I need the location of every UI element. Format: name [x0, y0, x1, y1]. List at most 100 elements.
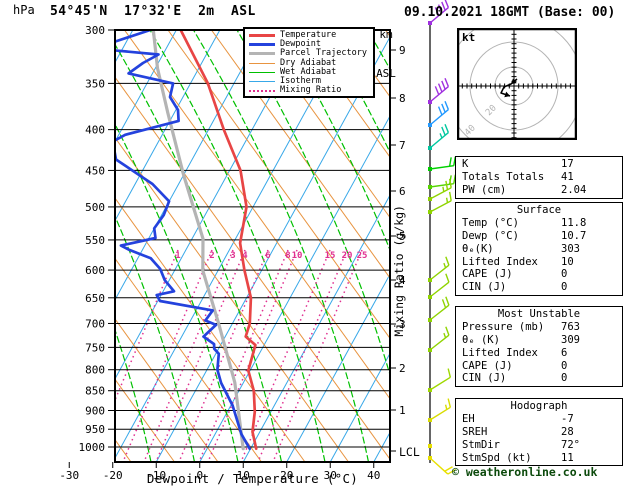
index-label: Temp (°C)	[462, 216, 519, 229]
index-value: 28	[561, 425, 574, 438]
pressure-tick-label: 950	[85, 423, 105, 436]
index-value: 6	[561, 346, 568, 359]
index-value: 41	[561, 170, 574, 183]
wind-barb-staff	[429, 376, 451, 391]
mixing-ratio-label: 4	[242, 251, 248, 261]
indices-box-title: Hodograph	[510, 400, 568, 412]
wind-barb-tick	[448, 178, 452, 188]
temperature-tick-label: 20	[280, 469, 293, 482]
wind-barb-tick	[444, 123, 450, 133]
index-row: Pressure (mb) 763	[462, 321, 622, 334]
wind-barb-tick	[448, 191, 452, 201]
wind-barb-tick	[445, 273, 450, 283]
wind-barb-tick	[445, 326, 450, 336]
credit-footer: © weatheronline.co.uk	[452, 465, 598, 479]
isotherm-line	[115, 30, 264, 301]
altitude-tick-label: 2	[399, 362, 406, 375]
wet-adiabat-line	[0, 30, 21, 462]
altitude-axis-unit-km: km	[379, 28, 393, 41]
wet-adiabat-line	[192, 30, 370, 462]
legend-item-label: Temperature	[280, 30, 337, 41]
pressure-tick-label: 450	[85, 164, 105, 177]
wind-barb-tick	[441, 126, 446, 136]
index-label: EH	[462, 412, 475, 425]
legend-item: Dry Adiabat	[249, 58, 373, 68]
hodograph-ring	[457, 28, 577, 140]
index-value: 0	[561, 281, 568, 294]
index-label: K	[462, 158, 469, 170]
temperature-tick-label: 30	[324, 469, 337, 482]
index-row: Dewp (°C) 10.7	[462, 230, 622, 243]
wind-barb-tick	[444, 466, 453, 472]
dry-adiabat-line	[0, 30, 1, 462]
mixing-ratio-labels: 1 2 3 4 6 8 10 15 20 25	[175, 251, 367, 261]
index-label: StmDir	[462, 438, 500, 451]
temperature-tick-label: -20	[103, 469, 123, 482]
temperature-curve	[179, 30, 258, 451]
pressure-tick-label: 400	[85, 124, 105, 137]
legend-item-label: Isotherm	[280, 76, 321, 87]
wind-barb-tick	[448, 157, 452, 167]
wind-barb-tick	[441, 103, 446, 113]
index-value: 10.7	[561, 229, 587, 242]
index-row: K 17	[462, 158, 622, 171]
legend-line-sample	[249, 34, 275, 38]
altitude-tick-label: 8	[399, 92, 406, 105]
pressure-axis-unit: hPa	[13, 3, 35, 17]
dry-adiabat-line	[211, 30, 390, 279]
dry-adiabat-line	[115, 378, 175, 462]
pressure-tick-label: 350	[85, 77, 105, 90]
temperature-tick-label: -30	[59, 469, 79, 482]
altitude-tick-label: 5	[399, 230, 406, 243]
isotherm-line	[242, 194, 390, 462]
index-label: SREH	[462, 425, 488, 438]
pressure-tick-label: 500	[85, 201, 105, 214]
legend-item-label: Dewpoint	[280, 39, 321, 50]
temperature-axis: -30 -20 -10 0 10 20 30 40	[59, 462, 380, 482]
index-value: 0	[561, 359, 568, 372]
index-row: Totals Totals 41	[462, 171, 622, 184]
wet-adiabat-line	[0, 30, 64, 462]
temperature-tick-label: 40	[367, 469, 380, 482]
wind-barb-tick	[441, 299, 447, 309]
wind-barb-half-tick	[444, 404, 448, 410]
temperature-tick-label: -10	[146, 469, 166, 482]
isotherm-line	[329, 352, 390, 462]
temperature-tick-label: 0	[196, 469, 203, 482]
wet-adiabat-line	[149, 30, 326, 462]
dry-adiabat-line	[124, 30, 390, 400]
isotherm-line	[115, 30, 134, 64]
altitude-axis: 9 8 7 6 5 4 3 2 1	[390, 44, 406, 452]
wind-barb-tick	[437, 4, 443, 14]
parcel-trajectory-curve	[151, 30, 245, 451]
legend-item: Parcel Trajectory	[249, 49, 373, 58]
hodograph-unit-label: kt	[462, 31, 476, 44]
legend-line-sample	[249, 43, 275, 47]
dry-adiabat-line	[0, 30, 88, 462]
mixing-ratio-label: 1	[175, 251, 180, 261]
wind-barb-tick	[447, 468, 456, 475]
wind-barb-tick	[441, 80, 446, 90]
index-value: 0	[561, 372, 568, 385]
hodograph-trace-arrow	[511, 78, 517, 84]
index-label: Pressure (mb)	[462, 320, 545, 333]
index-label: CIN (J)	[462, 372, 507, 385]
mixing-ratio-label: 15	[325, 251, 336, 261]
mixing-ratio-label: 3	[230, 251, 235, 261]
index-label: Dewp (°C)	[462, 229, 519, 242]
hodograph-ring-label: 40	[463, 123, 478, 138]
index-value: 309	[561, 333, 580, 346]
index-row: StmDir 72°	[462, 439, 622, 452]
pressure-tick-label: 850	[85, 385, 105, 398]
dry-adiabat-line	[254, 30, 390, 219]
wind-barb-tick	[444, 0, 450, 8]
index-label: θₑ(K)	[462, 242, 494, 255]
pressure-tick-label: 700	[85, 317, 105, 330]
wet-adiabat-line	[115, 214, 196, 462]
index-row: θₑ(K) 303	[462, 243, 622, 256]
indices-box-stability: K 17 Totals Totals 41 PW (cm) 2.04	[455, 156, 623, 199]
legend-line-sample	[249, 62, 275, 64]
pressure-tick-label: 650	[85, 292, 105, 305]
